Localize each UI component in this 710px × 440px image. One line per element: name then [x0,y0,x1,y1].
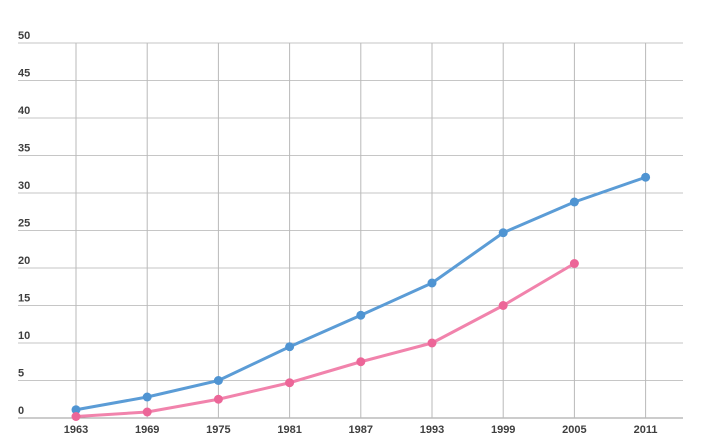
x-axis-tick-label: 2011 [634,424,658,436]
blue-series-marker [142,392,152,402]
y-axis-tick-labels: 0 5 10 15 20 25 30 35 40 45 50 [18,30,30,417]
y-axis-tick-label: 50 [18,30,30,42]
y-axis-tick-label: 20 [18,255,30,267]
blue-series-marker [498,228,508,238]
pink-series-marker [285,378,295,388]
pink-series-marker [427,338,437,348]
y-axis-tick-label: 35 [18,143,30,155]
pink-series-marker [71,412,81,421]
blue-series-marker [285,342,295,352]
blue-series-marker [356,310,366,320]
y-axis-tick-label: 45 [18,68,30,80]
x-axis-tick-label: 1963 [64,424,88,436]
x-axis-tick-labels: 1963 1969 1975 1981 1987 1993 1999 2005 2011 [64,424,658,436]
blue-series-marker [641,172,651,182]
pink-series-marker [498,301,508,310]
pink-series-marker [356,357,366,367]
x-axis-tick-label: 2005 [562,424,586,436]
blue-series-marker [427,278,437,288]
blue-series-marker [71,405,81,415]
pink-series-line [74,262,576,418]
y-axis-tick-label: 5 [18,368,24,380]
x-axis-tick-label: 1987 [349,424,373,436]
x-axis-tick-label: 1975 [206,424,230,436]
blue-series-marker [213,376,223,385]
horizontal-gridlines [18,42,683,419]
x-axis-tick-label: 1999 [491,424,515,436]
y-axis-tick-label: 30 [18,180,30,192]
x-axis-tick-label: 1969 [135,424,159,436]
x-axis-tick-label: 1981 [277,424,301,436]
y-axis-tick-label: 0 [18,405,24,417]
blue-series-marker [569,197,579,207]
y-axis-tick-label: 10 [18,330,30,342]
pink-series-marker [569,259,579,268]
pink-series-marker [213,394,223,404]
y-axis-tick-label: 15 [18,293,30,305]
data-series [71,172,651,421]
x-axis-tick-label: 1993 [420,424,444,436]
y-axis-tick-label: 40 [18,105,30,117]
pink-series-marker [142,407,152,417]
y-axis-tick-label: 25 [18,218,30,230]
